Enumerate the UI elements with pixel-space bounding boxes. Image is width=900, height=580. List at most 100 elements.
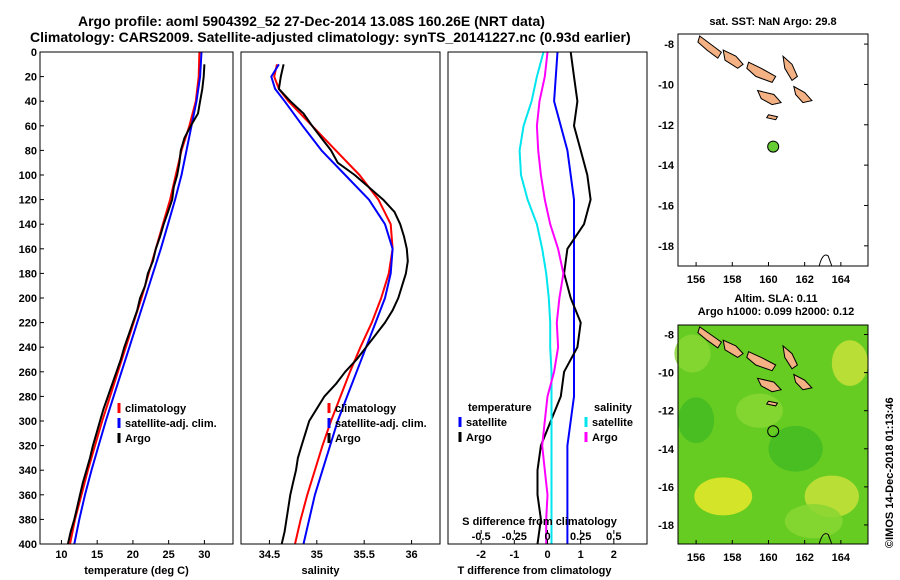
sla-map-lat-label: -12 bbox=[658, 406, 674, 418]
sla-anomaly-patch bbox=[784, 504, 843, 539]
depth-tick-label: 280 bbox=[19, 391, 37, 403]
diff-legend-salinity-title: salinity bbox=[594, 402, 633, 414]
sla-map-lat-label: -14 bbox=[658, 444, 675, 456]
depth-tick-label: 260 bbox=[19, 367, 37, 379]
sst-map-plot bbox=[697, 35, 833, 267]
depth-tick-label: 80 bbox=[25, 145, 37, 157]
sla-map-title-1: Altim. SLA: 0.11 bbox=[734, 293, 817, 305]
depth-tick-label: 120 bbox=[19, 195, 37, 207]
island-shape bbox=[697, 35, 723, 59]
s-diff-tick-label: 0.5 bbox=[606, 531, 621, 543]
sla-anomaly-patch bbox=[768, 425, 823, 472]
t-diff-tick-label: 1 bbox=[578, 549, 584, 561]
t-diff-tick-label: 0 bbox=[544, 549, 550, 561]
temperature-tick-label: 20 bbox=[127, 549, 139, 561]
difference-series-2 bbox=[518, 51, 553, 544]
sla-map-frame bbox=[677, 324, 869, 545]
diff-legend-t-argo-label: Argo bbox=[466, 432, 492, 444]
sst-map-lon-label: 162 bbox=[795, 274, 813, 286]
sst-map-lon-label: 156 bbox=[687, 274, 705, 286]
sst-map-lat-label: -8 bbox=[664, 39, 674, 51]
island-shape bbox=[746, 61, 777, 84]
sst-map-lat-label: -14 bbox=[658, 160, 675, 172]
sst-map-lat-label: -10 bbox=[658, 79, 674, 91]
s-diff-tick-label: 0.25 bbox=[570, 531, 591, 543]
sla-anomaly-patch bbox=[735, 393, 783, 428]
sla-map-lat-label: -10 bbox=[658, 368, 674, 380]
sla-anomaly-patch bbox=[674, 334, 711, 373]
island-shape bbox=[746, 351, 777, 372]
island-shape bbox=[793, 85, 813, 104]
sla-anomaly-patch bbox=[678, 397, 715, 444]
coastline-segment bbox=[818, 254, 833, 267]
argo-float-marker bbox=[767, 140, 780, 153]
temperature-series-1 bbox=[73, 51, 203, 545]
depth-tick-label: 60 bbox=[25, 121, 37, 133]
salinity-legend-2-label: Argo bbox=[335, 433, 361, 445]
depth-tick-label: 400 bbox=[19, 539, 37, 551]
salinity-legend-1-label: satellite-adj. clim. bbox=[335, 418, 427, 430]
salinity-tick-label: 35 bbox=[311, 549, 323, 561]
sla-map-plot bbox=[674, 325, 869, 545]
diff-legend-t-satellite-label: satellite bbox=[466, 417, 507, 429]
island-shape bbox=[697, 326, 723, 349]
temperature-panel-frame bbox=[39, 51, 234, 545]
temperature-xlabel: temperature (deg C) bbox=[84, 565, 189, 577]
diff-legend-s-satellite-label: satellite bbox=[592, 417, 633, 429]
island-shape bbox=[765, 400, 779, 407]
island-shape bbox=[722, 49, 744, 69]
diff-legend-s-argo-label: Argo bbox=[592, 432, 618, 444]
sst-map-lat-label: -12 bbox=[658, 120, 674, 132]
salinity-series-2 bbox=[277, 64, 409, 545]
coastline-segment bbox=[818, 533, 833, 545]
salinity-tick-label: 36 bbox=[405, 549, 417, 561]
island-shape bbox=[765, 114, 779, 121]
island-shape bbox=[793, 373, 813, 391]
sla-anomaly-patch bbox=[694, 477, 753, 516]
salinity-tick-label: 34.5 bbox=[259, 549, 280, 561]
t-diff-tick-label: -2 bbox=[476, 549, 486, 561]
depth-tick-label: 100 bbox=[19, 170, 37, 182]
temperature-tick-label: 25 bbox=[163, 549, 175, 561]
depth-tick-label: 220 bbox=[19, 318, 37, 330]
sla-map-lat-label: -16 bbox=[658, 482, 674, 494]
salinity-legend-0-label: climatology bbox=[335, 403, 397, 415]
sla-map-lon-label: 162 bbox=[795, 552, 813, 564]
s-diff-xlabel: S difference from climatology bbox=[462, 516, 618, 528]
salinity-panel-frame bbox=[240, 51, 441, 545]
depth-tick-label: 180 bbox=[19, 268, 37, 280]
depth-tick-label: 0 bbox=[31, 47, 37, 59]
difference-series-0 bbox=[553, 51, 575, 544]
depth-tick-label: 160 bbox=[19, 244, 37, 256]
salinity-tick-label: 35.5 bbox=[353, 549, 374, 561]
depth-tick-label: 140 bbox=[19, 219, 37, 231]
difference-panel-frame bbox=[447, 51, 648, 545]
s-diff-tick-label: 0 bbox=[544, 531, 550, 543]
salinity-series-0 bbox=[273, 64, 394, 545]
sla-map-lat-label: -8 bbox=[664, 330, 674, 342]
diff-legend-temperature-title: temperature bbox=[468, 402, 532, 414]
sst-map-lon-label: 164 bbox=[832, 274, 851, 286]
sst-map-lon-label: 158 bbox=[723, 274, 741, 286]
depth-tick-label: 340 bbox=[19, 465, 37, 477]
sla-map-title-2: Argo h1000: 0.099 h2000: 0.12 bbox=[698, 306, 855, 318]
salinity-series-1 bbox=[270, 63, 394, 545]
depth-tick-label: 360 bbox=[19, 490, 37, 502]
sla-map-lon-label: 156 bbox=[687, 552, 705, 564]
depth-tick-label: 380 bbox=[19, 514, 37, 526]
t-diff-tick-label: -1 bbox=[509, 549, 519, 561]
difference-series-1 bbox=[536, 51, 592, 545]
island-shape bbox=[782, 54, 799, 82]
sla-anomaly-patch bbox=[831, 340, 869, 386]
sla-map-lon-label: 158 bbox=[723, 552, 741, 564]
figure-title-line-1: Argo profile: aoml 5904392_52 27-Dec-201… bbox=[78, 13, 545, 29]
s-diff-tick-label: -0.5 bbox=[472, 531, 491, 543]
t-diff-xlabel: T difference from climatology bbox=[457, 565, 612, 577]
salinity-xlabel: salinity bbox=[302, 565, 341, 577]
island-shape bbox=[782, 344, 799, 370]
temperature-tick-label: 30 bbox=[198, 549, 210, 561]
temperature-legend-0-label: climatology bbox=[125, 403, 187, 415]
temperature-tick-label: 10 bbox=[55, 549, 67, 561]
sst-map-frame bbox=[677, 33, 869, 267]
